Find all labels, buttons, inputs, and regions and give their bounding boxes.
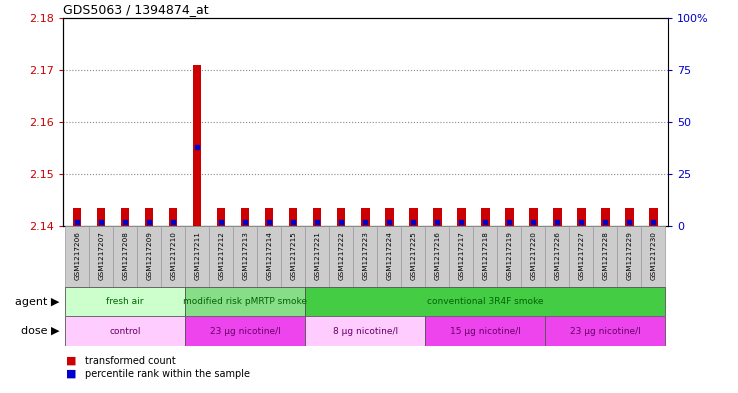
Bar	[554, 208, 562, 226]
Text: 15 μg nicotine/l: 15 μg nicotine/l	[450, 327, 521, 336]
Bar	[241, 208, 249, 226]
Text: 8 μg nicotine/l: 8 μg nicotine/l	[333, 327, 398, 336]
Text: GSM1217207: GSM1217207	[98, 231, 104, 280]
Text: conventional 3R4F smoke: conventional 3R4F smoke	[427, 297, 544, 306]
Bar	[289, 208, 297, 226]
Bar	[409, 208, 418, 226]
Bar	[425, 226, 449, 287]
Bar	[481, 208, 489, 226]
Text: GSM1217225: GSM1217225	[410, 231, 416, 280]
Text: GSM1217222: GSM1217222	[338, 231, 345, 280]
Bar	[65, 316, 185, 346]
Text: agent ▶: agent ▶	[15, 297, 59, 307]
Text: GSM1217210: GSM1217210	[170, 231, 176, 280]
Text: 23 μg nicotine/l: 23 μg nicotine/l	[570, 327, 641, 336]
Bar	[306, 287, 666, 316]
Bar	[161, 226, 185, 287]
Text: control: control	[109, 327, 141, 336]
Bar	[185, 316, 306, 346]
Bar	[649, 208, 658, 226]
Bar	[329, 226, 354, 287]
Bar	[313, 208, 322, 226]
Bar	[425, 316, 545, 346]
Text: GSM1217213: GSM1217213	[242, 231, 248, 280]
Text: GSM1217216: GSM1217216	[435, 231, 441, 280]
Bar	[522, 226, 545, 287]
Text: GSM1217215: GSM1217215	[290, 231, 296, 280]
Bar	[281, 226, 306, 287]
Bar	[577, 208, 586, 226]
Bar	[473, 226, 497, 287]
Text: GSM1217221: GSM1217221	[314, 231, 320, 280]
Bar	[570, 226, 593, 287]
Bar	[337, 208, 345, 226]
Text: transformed count: transformed count	[85, 356, 176, 366]
Bar	[217, 208, 225, 226]
Bar	[641, 226, 666, 287]
Bar	[601, 208, 610, 226]
Bar	[497, 226, 522, 287]
Text: GSM1217212: GSM1217212	[218, 231, 224, 280]
Bar	[265, 208, 274, 226]
Bar	[121, 208, 129, 226]
Bar	[457, 208, 466, 226]
Text: ■: ■	[66, 369, 77, 379]
Text: GSM1217223: GSM1217223	[362, 231, 368, 280]
Text: GSM1217208: GSM1217208	[123, 231, 128, 280]
Bar	[185, 226, 209, 287]
Bar	[137, 226, 161, 287]
Bar	[193, 64, 201, 226]
Bar	[306, 316, 425, 346]
Text: fresh air: fresh air	[106, 297, 144, 306]
Bar	[545, 226, 570, 287]
Text: GSM1217214: GSM1217214	[266, 231, 272, 280]
Text: GSM1217211: GSM1217211	[194, 231, 200, 280]
Bar	[233, 226, 258, 287]
Text: GSM1217217: GSM1217217	[458, 231, 464, 280]
Bar	[65, 226, 89, 287]
Bar	[506, 208, 514, 226]
Bar	[258, 226, 281, 287]
Bar	[433, 208, 441, 226]
Text: ■: ■	[66, 356, 77, 366]
Bar	[73, 208, 81, 226]
Text: GSM1217206: GSM1217206	[74, 231, 80, 280]
Bar	[529, 208, 537, 226]
Text: 23 μg nicotine/l: 23 μg nicotine/l	[210, 327, 280, 336]
Bar	[618, 226, 641, 287]
Text: GSM1217230: GSM1217230	[650, 231, 657, 280]
Bar	[354, 226, 377, 287]
Bar	[545, 316, 666, 346]
Bar	[361, 208, 370, 226]
Text: GSM1217219: GSM1217219	[506, 231, 512, 280]
Bar	[449, 226, 473, 287]
Text: GSM1217229: GSM1217229	[627, 231, 632, 280]
Bar	[385, 208, 393, 226]
Bar	[145, 208, 154, 226]
Text: GSM1217218: GSM1217218	[483, 231, 489, 280]
Bar	[377, 226, 401, 287]
Bar	[306, 226, 329, 287]
Text: modified risk pMRTP smoke: modified risk pMRTP smoke	[183, 297, 307, 306]
Bar	[625, 208, 634, 226]
Text: GSM1217226: GSM1217226	[554, 231, 560, 280]
Text: percentile rank within the sample: percentile rank within the sample	[85, 369, 250, 379]
Text: dose ▶: dose ▶	[21, 326, 59, 336]
Text: GSM1217227: GSM1217227	[579, 231, 584, 280]
Text: GSM1217224: GSM1217224	[386, 231, 393, 280]
Bar	[89, 226, 113, 287]
Bar	[65, 287, 185, 316]
Bar	[97, 208, 106, 226]
Bar	[185, 287, 306, 316]
Bar	[593, 226, 618, 287]
Text: GDS5063 / 1394874_at: GDS5063 / 1394874_at	[63, 4, 208, 17]
Bar	[209, 226, 233, 287]
Text: GSM1217228: GSM1217228	[602, 231, 608, 280]
Text: GSM1217220: GSM1217220	[531, 231, 537, 280]
Bar	[113, 226, 137, 287]
Bar	[169, 208, 177, 226]
Bar	[401, 226, 425, 287]
Text: GSM1217209: GSM1217209	[146, 231, 152, 280]
